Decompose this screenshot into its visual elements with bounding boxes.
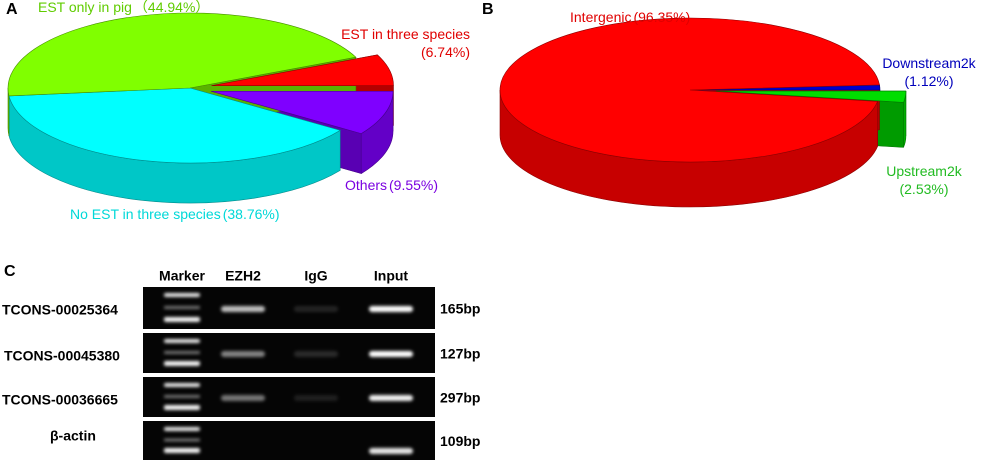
slice-tops [499,17,907,163]
slice-category: Downstream2k [882,55,976,71]
panel-label: C [4,263,16,280]
sample-band [294,395,338,401]
marker-band [164,438,200,442]
marker-band [164,317,200,322]
band-size: 297bp [440,390,480,406]
slice-value-label: (6.74%) [421,44,470,60]
slice-category: Intergenic [570,9,631,25]
band-size: 127bp [440,346,480,362]
row-label: TCONS-00025364 [2,302,118,318]
marker-band [164,383,200,387]
row-label: TCONS-00036665 [2,392,118,408]
slice-value-label: (96.35%) [633,9,690,25]
slice-label: EST in three species (6.74%) [341,26,470,60]
slice-tops [7,12,394,164]
sample-band [369,306,413,312]
column-header: EZH2 [225,268,261,284]
marker-band [164,395,200,398]
sample-band [294,306,338,312]
marker-band [164,339,200,343]
slice-category: EST in three species [341,26,470,42]
row-label: TCONS-00045380 [4,348,120,364]
column-header: Marker [159,268,205,284]
slice-label: EST only in pig （44.94%） [38,0,209,15]
band-size: 165bp [440,301,480,317]
band-size: 109bp [440,433,480,449]
panel-label: A [6,1,18,18]
pie-slice [7,12,357,97]
sample-band [369,395,413,401]
sample-band [221,395,265,401]
slice-value-label: （44.94%） [134,0,209,15]
marker-band [164,351,200,354]
column-header: IgG [304,268,327,284]
marker-band [164,306,200,309]
pie-slice [8,87,341,164]
slice-category: EST only in pig [38,0,132,15]
slice-category: Upstream2k [886,163,962,179]
sample-band [221,351,265,357]
sample-band [369,351,413,357]
marker-band [164,405,200,410]
gel-bands [164,339,413,366]
pie-slice [211,54,394,86]
marker-band [164,361,200,366]
slice-label: Downstream2k (1.12%) [882,55,976,89]
slice-value-label: (2.53%) [899,181,948,197]
gel-bands [164,427,413,454]
pie-slice [499,17,880,163]
pie-slice [210,90,394,134]
marker-band [164,448,200,453]
slice-label: Upstream2k (2.53%) [886,163,962,197]
panel-label: B [482,1,494,18]
gel-bands [164,383,413,410]
sample-band [369,448,413,454]
sample-band [221,306,265,312]
slice-value-label: (38.76%) [223,206,280,222]
slice-value-label: (9.55%) [389,177,438,193]
slice-label: No EST in three species (38.76%) [70,206,280,222]
slice-value-label: (1.12%) [904,73,953,89]
pie-slice [715,90,907,103]
slice-label: Others (9.55%) [345,177,438,193]
sample-band [294,351,338,357]
slice-category: Others [345,177,387,193]
gel-bands [164,293,413,322]
slice-category: No EST in three species [70,206,221,222]
slice-label: Intergenic (96.35%) [570,9,690,25]
marker-band [164,427,200,431]
row-label: β-actin [50,428,96,444]
marker-band [164,293,200,297]
column-header: Input [374,268,409,284]
